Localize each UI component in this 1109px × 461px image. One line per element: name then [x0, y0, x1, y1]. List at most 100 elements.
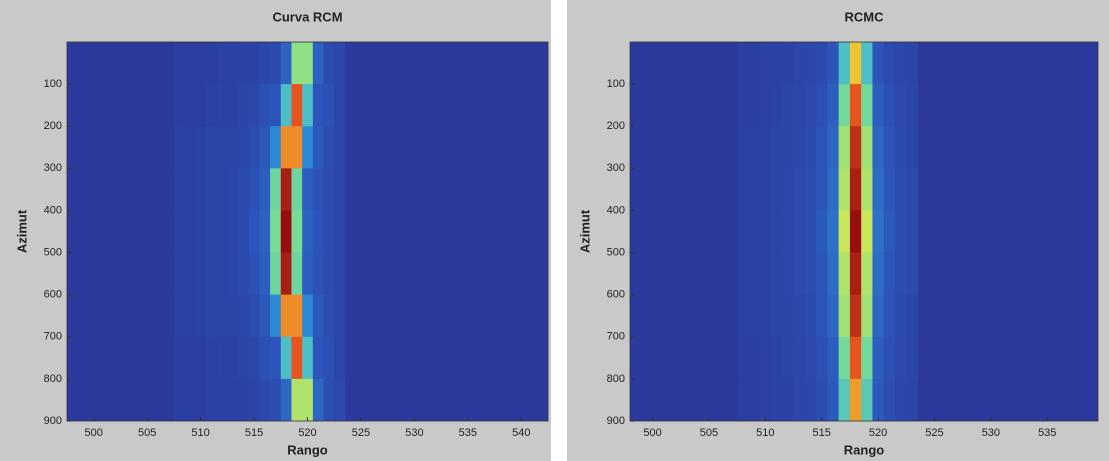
heatmap-cell [816, 378, 828, 421]
heatmap-cell [793, 84, 806, 127]
heatmap-cell [173, 42, 185, 85]
heatmap-cell [291, 84, 303, 127]
heatmap-cell [838, 294, 851, 338]
heatmap-cell [804, 84, 817, 127]
heatmap-cell [906, 210, 918, 253]
y-tick-label: 400 [607, 204, 625, 216]
heatmap-cell [280, 168, 292, 211]
heatmap-cell [872, 84, 885, 127]
heatmap-cell [849, 378, 862, 421]
heatmap-cell [184, 252, 196, 295]
heatmap-cell [759, 42, 772, 85]
x-tick-label: 500 [85, 427, 103, 439]
heatmap-cell [861, 252, 873, 295]
x-tick-label: 520 [298, 427, 316, 439]
heatmap-cell [827, 210, 839, 253]
heatmap-cell [259, 42, 271, 85]
heatmap-cell [173, 252, 185, 295]
heatmap-cell [195, 252, 207, 295]
heatmap-cell [895, 252, 907, 295]
heatmap-cell [312, 252, 324, 295]
heatmap-cell [748, 378, 760, 421]
heatmap-cell [334, 210, 346, 253]
heatmap-cell [323, 42, 335, 85]
y-tick-label: 500 [44, 246, 62, 258]
y-tick-label: 400 [44, 204, 62, 216]
y-tick-label: 500 [607, 246, 625, 258]
heatmap-cell [173, 168, 185, 211]
heatmap-cell [334, 336, 346, 380]
heatmap-cell [883, 336, 896, 380]
heatmap-cell [906, 378, 918, 421]
heatmap-cell [195, 168, 207, 211]
heatmap-cell [895, 294, 907, 338]
heatmap-cell [280, 42, 292, 85]
heatmap-cell [302, 168, 314, 211]
heatmap-cell [216, 336, 228, 380]
heatmap-cell [227, 84, 239, 127]
heatmap-cell [804, 336, 817, 380]
heatmap-cell [793, 42, 806, 85]
y-tick-label: 700 [44, 331, 62, 343]
heatmap-cell [248, 42, 260, 85]
heatmap-cell [748, 336, 760, 380]
heatmap-cell [782, 252, 794, 295]
heatmap-cell [195, 42, 207, 85]
heatmap-cell [748, 168, 760, 211]
heatmap-cell [883, 294, 896, 338]
heatmap-cell [838, 168, 851, 211]
heatmap-cell [291, 168, 303, 211]
heatmap-cell [173, 84, 185, 127]
heatmap-cell [259, 294, 271, 338]
heatmap-cell [302, 336, 314, 380]
heatmap-cell [259, 84, 271, 127]
heatmap-cell [248, 378, 260, 421]
heatmap-cell [280, 126, 292, 169]
heatmap-cell [838, 252, 851, 295]
heatmap-cell [312, 378, 324, 421]
heatmap-cell [216, 294, 228, 338]
heatmap-cell [816, 168, 828, 211]
heatmap-cell [793, 126, 806, 169]
heatmap-cell [195, 294, 207, 338]
x-tick-label: 535 [1038, 427, 1056, 439]
heatmap-cell [782, 168, 794, 211]
heatmap-cell [770, 126, 783, 169]
heatmap-cell [906, 42, 918, 85]
heatmap-cell [838, 84, 851, 127]
heatmap-cell [737, 126, 749, 169]
y-tick-label: 700 [607, 331, 625, 343]
heatmap-cell [291, 210, 303, 253]
heatmap-cell [173, 378, 185, 421]
heatmap-cell [323, 210, 335, 253]
heatmap-cell [849, 336, 862, 380]
heatmap-cell [205, 252, 217, 295]
heatmap-cell [906, 168, 918, 211]
heatmap-cell [238, 42, 250, 85]
heatmap-cell [312, 210, 324, 253]
heatmap-cell [849, 42, 862, 85]
heatmap-cell [770, 294, 783, 338]
heatmap-cell [793, 168, 806, 211]
heatmap-cell [323, 378, 335, 421]
heatmap-cell [248, 336, 260, 380]
heatmap-cell [270, 168, 282, 211]
heatmap-cell [861, 42, 873, 85]
y-tick-label: 300 [607, 162, 625, 174]
heatmap-cell [770, 252, 783, 295]
heatmap-cell [861, 336, 873, 380]
heatmap-cell [883, 210, 896, 253]
y-tick-label: 600 [44, 289, 62, 301]
heatmap-cell [782, 42, 794, 85]
heatmap-cell [227, 378, 239, 421]
heatmap-cell [748, 252, 760, 295]
heatmap-cell [312, 168, 324, 211]
heatmap-cell [793, 378, 806, 421]
heatmap-cell [312, 84, 324, 127]
heatmap-cell [238, 294, 250, 338]
heatmap-cell [737, 42, 749, 85]
heatmap-cell [816, 42, 828, 85]
heatmap-cell [804, 378, 817, 421]
heatmap-cell [838, 42, 851, 85]
